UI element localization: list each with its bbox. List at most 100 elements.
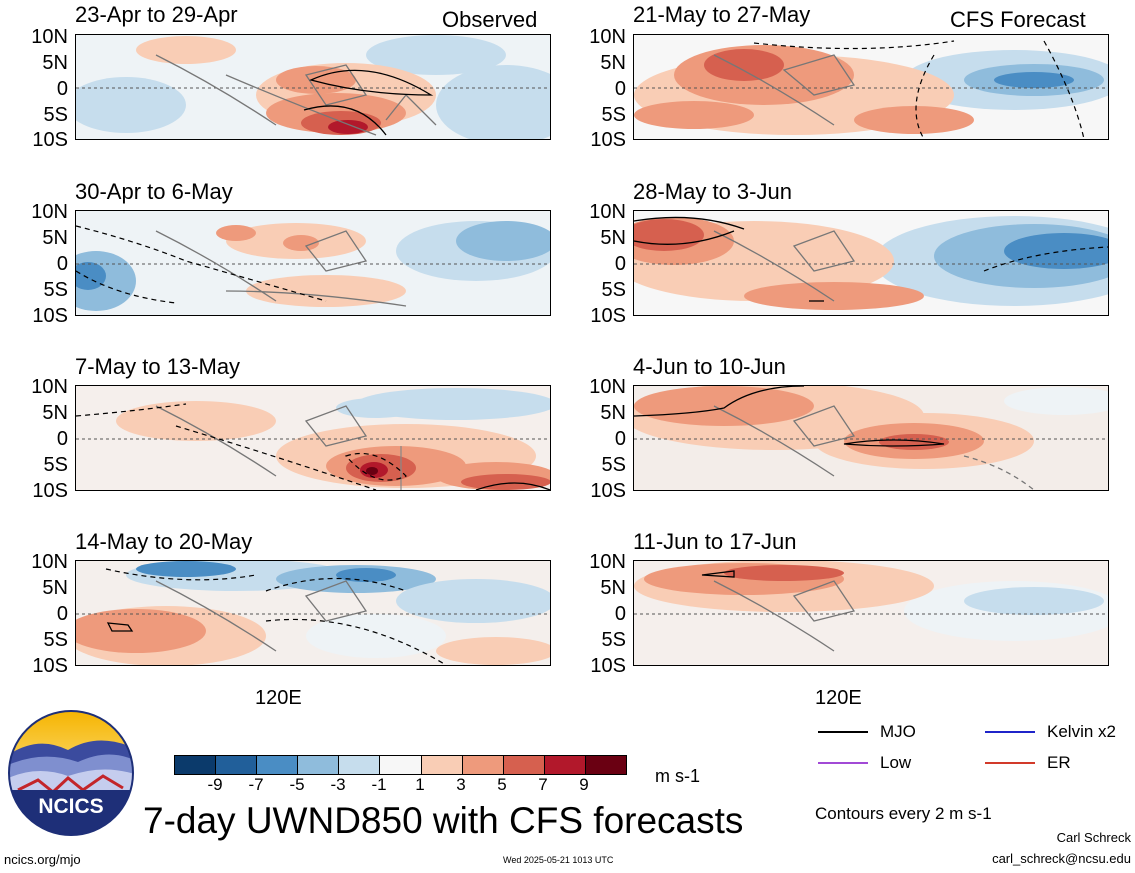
ytick-0-d: 0 <box>56 603 68 625</box>
legend-kelvin: Kelvin x2 <box>985 721 1130 743</box>
colorbar-label: -5 <box>289 775 305 794</box>
colorbar-bin-10 <box>543 756 585 774</box>
ytick-10n-g: 10N <box>589 376 626 398</box>
ytick-5s-h: 5S <box>601 629 626 651</box>
colorbar-label: 1 <box>415 775 425 794</box>
ytick-10s-h: 10S <box>590 655 626 677</box>
colorbar-bin-6 <box>379 756 421 774</box>
colorbar-bin-4 <box>297 756 339 774</box>
legend-label-mjo: MJO <box>880 722 916 741</box>
ytick-5n-g: 5N <box>600 402 626 424</box>
colorbar-bin-9 <box>502 756 544 774</box>
map-panel-8 <box>633 560 1109 666</box>
map-panel-3 <box>75 385 551 491</box>
ytick-0-g: 0 <box>614 428 626 450</box>
legend-line-low <box>818 762 868 764</box>
panel-title-2: 30-Apr to 6-May <box>75 179 233 204</box>
map-panel-5 <box>633 34 1109 140</box>
ytick-5n-b: 5N <box>42 227 68 249</box>
map-panel-4 <box>75 560 551 666</box>
ytick-0-c: 0 <box>56 428 68 450</box>
panel-corner-cfs-forecast: CFS Forecast <box>950 7 1086 32</box>
ytick-0-b: 0 <box>56 253 68 275</box>
legend-label-low: Low <box>880 753 912 772</box>
ytick-10n-a: 10N <box>31 26 68 48</box>
colorbar-label: -7 <box>248 775 264 794</box>
map-panel-7 <box>633 385 1109 491</box>
ytick-5s-c: 5S <box>43 454 68 476</box>
panel-title-1: 23-Apr to 29-Apr <box>75 2 238 27</box>
legend-mjo: MJO <box>818 721 948 743</box>
ytick-5n-h: 5N <box>600 577 626 599</box>
colorbar-bin-5 <box>338 756 380 774</box>
ytick-0-a: 0 <box>56 78 68 100</box>
ytick-5n-f: 5N <box>600 227 626 249</box>
ytick-5n-c: 5N <box>42 402 68 424</box>
ytick-5n-a: 5N <box>42 52 68 74</box>
panel-title-7: 4-Jun to 10-Jun <box>633 354 786 379</box>
xtick-120e-left: 120E <box>255 687 302 709</box>
ytick-5s-b: 5S <box>43 279 68 301</box>
colorbar-label: 5 <box>497 775 507 794</box>
ytick-10n-f: 10N <box>589 201 626 223</box>
colorbar-unit: m s-1 <box>655 766 700 786</box>
ytick-10s-e: 10S <box>590 129 626 151</box>
colorbar-bin-8 <box>461 756 503 774</box>
ytick-10s-b: 10S <box>32 305 68 327</box>
ytick-5n-e: 5N <box>600 52 626 74</box>
map-panel-2 <box>75 210 551 316</box>
colorbar-label: 9 <box>579 775 589 794</box>
ytick-10n-e: 10N <box>589 26 626 48</box>
colorbar-label: 7 <box>538 775 548 794</box>
ytick-10s-f: 10S <box>590 305 626 327</box>
ytick-0-h: 0 <box>614 603 626 625</box>
footer-author: Carl Schreck <box>1056 830 1131 845</box>
ytick-0-f: 0 <box>614 253 626 275</box>
legend-line-er <box>985 762 1035 764</box>
ytick-5s-e: 5S <box>601 104 626 126</box>
ytick-10n-c: 10N <box>31 376 68 398</box>
colorbar-bin-1 <box>175 756 216 774</box>
contour-note: Contours every 2 m s-1 <box>815 804 992 823</box>
colorbar-bin-7 <box>420 756 462 774</box>
ytick-10s-a: 10S <box>32 129 68 151</box>
map-panel-1 <box>75 34 551 140</box>
ytick-10s-g: 10S <box>590 480 626 502</box>
ncics-logo: NCICS <box>8 710 134 836</box>
xtick-120e-right: 120E <box>815 687 862 709</box>
map-panel-6 <box>633 210 1109 316</box>
colorbar-label: -3 <box>330 775 346 794</box>
panel-title-3: 7-May to 13-May <box>75 354 241 379</box>
ytick-5s-d: 5S <box>43 629 68 651</box>
panel-title-8: 11-Jun to 17-Jun <box>633 529 797 554</box>
logo-text: NCICS <box>38 795 103 818</box>
colorbar <box>174 755 627 775</box>
legend-label-er: ER <box>1047 753 1071 772</box>
colorbar-label: -9 <box>207 775 223 794</box>
ytick-5n-d: 5N <box>42 577 68 599</box>
footer-url[interactable]: ncics.org/mjo <box>4 852 81 867</box>
ytick-5s-f: 5S <box>601 279 626 301</box>
panel-corner-observed: Observed <box>442 7 538 32</box>
chart-title: 7-day UWND850 with CFS forecasts <box>143 800 744 841</box>
legend-low: Low <box>818 752 948 774</box>
ytick-5s-a: 5S <box>43 104 68 126</box>
ytick-10s-d: 10S <box>32 655 68 677</box>
panel-title-5: 21-May to 27-May <box>633 2 811 27</box>
ytick-5s-g: 5S <box>601 454 626 476</box>
ytick-10s-c: 10S <box>32 480 68 502</box>
panel-title-6: 28-May to 3-Jun <box>633 179 792 204</box>
ytick-10n-b: 10N <box>31 201 68 223</box>
ytick-10n-d: 10N <box>31 551 68 573</box>
footer-email[interactable]: carl_schreck@ncsu.edu <box>992 851 1131 866</box>
ytick-0-e: 0 <box>614 78 626 100</box>
legend-er: ER <box>985 752 1115 774</box>
footer-timestamp: Wed 2025-05-21 1013 UTC <box>503 855 614 865</box>
ytick-10n-h: 10N <box>589 551 626 573</box>
panel-title-4: 14-May to 20-May <box>75 529 253 554</box>
colorbar-label: 3 <box>456 775 466 794</box>
colorbar-bin-3 <box>256 756 298 774</box>
legend-line-mjo <box>818 731 868 733</box>
legend-line-kelvin <box>985 731 1035 733</box>
colorbar-label: -1 <box>371 775 387 794</box>
